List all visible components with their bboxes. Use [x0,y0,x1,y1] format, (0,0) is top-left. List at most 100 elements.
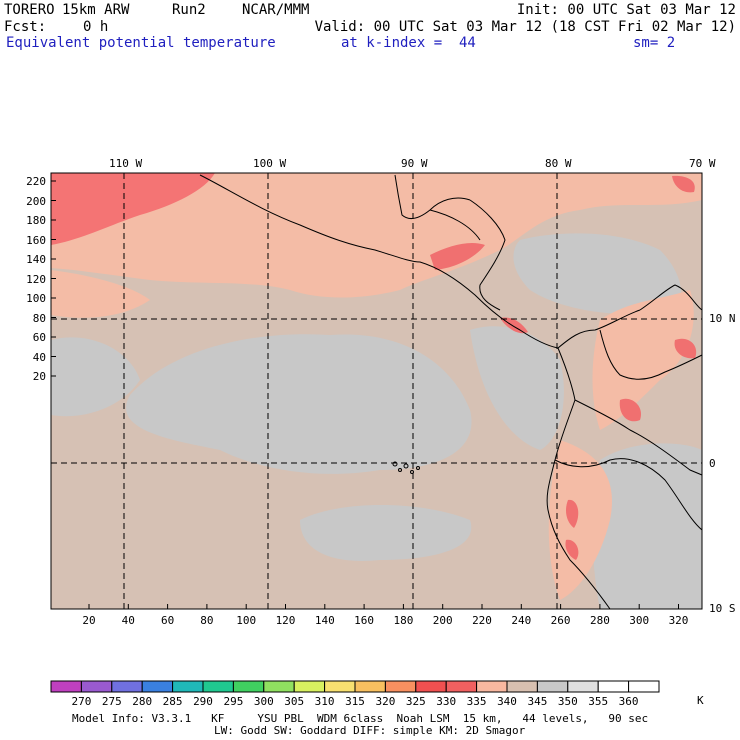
colorbar-swatch [50,680,82,693]
field-region-hot-peru [565,539,579,560]
lat-label-10n: 10 N [709,312,736,325]
lat-label-10s: 10 S [709,602,736,615]
field-region-warm-north [51,173,702,298]
colorbar-label: 295 [223,695,244,708]
colorbar-swatch [415,680,447,693]
y-tick-label: 80 [32,311,46,325]
x-tick-label: 100 [236,614,257,627]
colorbar-label: 325 [405,695,426,708]
colorbar-label: 315 [345,695,365,708]
colorbar-label: 275 [101,695,122,708]
colorbar-swatch [293,680,326,693]
colorbar-swatch [506,680,538,693]
colorbar-swatch [536,680,569,693]
colorbar-swatch [172,680,204,693]
field-region-hot-costarica [500,317,528,334]
colorbar-label: 345 [527,695,548,708]
y-tick-label: 160 [26,233,46,247]
colorbar-label: 270 [71,695,92,708]
colorbar-label: 350 [557,695,578,708]
field-region-warm-andes [592,290,694,430]
x-tick-label: 300 [629,614,650,627]
lon-label-100w: 100 W [253,157,287,170]
lon-label-70w: 70 W [689,157,716,170]
colorbar-swatch [324,680,356,693]
field-region-hot-pacific-nw [51,173,215,245]
colorbar-label: 330 [436,695,457,708]
init-time: Init: 00 UTC Sat 03 Mar 12 [516,2,736,18]
lon-label-80w: 80 W [545,157,572,170]
model-name: TORERO [4,2,55,18]
y-tick-label: 100 [26,292,46,305]
graticule [51,173,702,609]
colorbar-label: 290 [193,695,213,708]
colorbar-swatch [597,680,630,693]
map-frame [50,172,703,610]
valid-time: Valid: 00 UTC Sat 03 Mar 12 (18 CST Fri … [314,19,736,35]
colorbar-swatch [263,680,295,693]
field-region-hot-venezuela [674,338,697,359]
y-tick-label: 180 [26,214,46,227]
colorbar-unit: K [697,694,704,707]
colorbar-label: 300 [253,695,274,708]
field-region-gray-west [51,337,140,417]
colorbar-swatch [567,680,599,693]
colorbar-end-swatch [628,680,660,693]
y-tick-label: 120 [26,272,46,286]
x-tick-label: 120 [275,614,296,627]
x-tick-label: 180 [393,614,414,627]
colorbar-swatch [202,680,234,693]
x-tick-label: 140 [314,614,335,627]
y-tick-label: 220 [26,175,46,188]
colorbar-swatch [111,680,143,693]
coastlines [199,174,703,610]
x-tick-label: 320 [668,614,689,627]
colorbar-label: 335 [466,695,487,708]
y-tick-label: 20 [32,370,46,383]
x-tick-label: 160 [354,614,375,627]
x-tick-label: 200 [432,614,453,627]
field-region-gray-pacific-east [470,326,564,450]
colorbar-label: 305 [284,695,305,708]
y-tick-marks [51,180,56,377]
x-tick-label: 260 [550,614,571,627]
y-tick-label: 60 [32,331,46,344]
x-tick-label: 40 [121,614,135,627]
lat-label-0: 0 [709,457,716,470]
colorbar-swatch [384,680,417,693]
lon-label-90w: 90 W [401,157,428,170]
org-label: NCAR/MMM [242,2,310,18]
field-name: Equivalent potential temperature [6,35,276,51]
field-region-hot-caribbean-ne [672,175,695,193]
x-tick-label: 20 [82,614,96,627]
colorbar-swatch [232,680,265,693]
field-region-gray-south [300,505,472,561]
colorbar-label: 285 [162,695,183,708]
colorbar-label: 310 [314,695,335,708]
model-info: Model Info: V3.3.1 KF YSU PBL WDM 6class… [72,712,649,725]
run-label: Run2 [172,2,206,18]
colorbar-label: 340 [497,695,517,708]
x-tick-label: 280 [589,614,610,627]
colorbar-swatch [354,680,386,693]
model-resolution: 15km ARW [62,2,130,18]
field-region-gray-central [126,334,472,474]
colorbar-swatch [80,680,113,693]
field-region-gray-caribbean [513,233,681,314]
field-region-hot-colombia [619,398,641,422]
colorbar-label: 320 [375,695,396,708]
x-tick-label: 60 [160,614,175,627]
colorbar-label: 360 [618,695,639,708]
field-region-warm-pacific [51,270,150,318]
colorbar-label: 355 [588,695,609,708]
forecast-hour: 0 h [83,19,109,35]
field-region-hot-ecuador [566,499,579,528]
lon-label-110w: 110 W [109,157,143,170]
colorbar-label: 280 [132,695,153,708]
field-region-gray-amazon [592,443,702,609]
y-tick-label: 200 [26,194,46,208]
level-index: at k-index = 44 [341,35,476,51]
y-tick-label: 40 [32,350,46,364]
field-region-hot-honduras [430,243,485,270]
